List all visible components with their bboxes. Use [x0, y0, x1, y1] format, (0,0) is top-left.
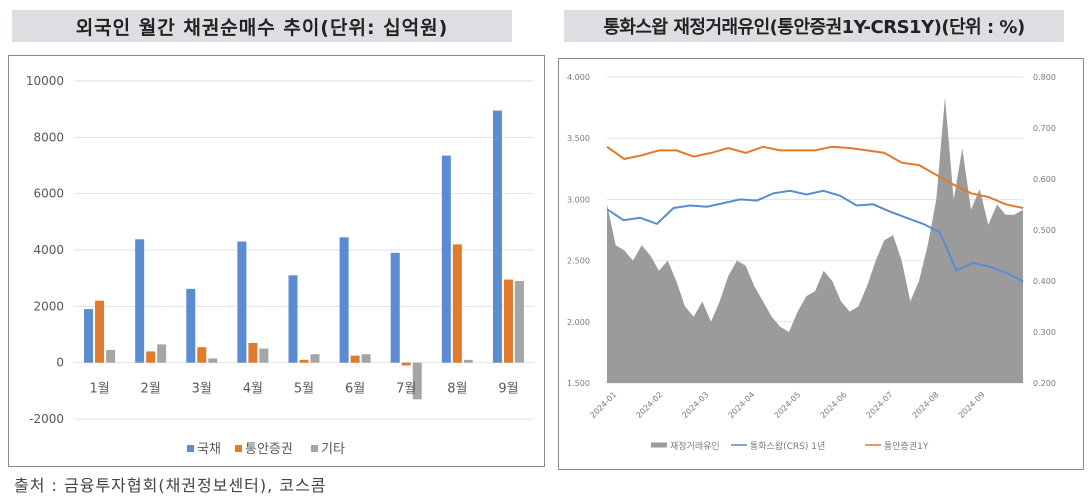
bar [208, 358, 218, 363]
bar [299, 359, 309, 363]
bar [503, 279, 513, 363]
y-tick-label: 6000 [33, 187, 64, 201]
legend-swatch-icon [731, 444, 747, 446]
y-right-tick-label: 0.200 [1033, 379, 1056, 388]
x-tick-label: 6월 [345, 382, 365, 397]
y-right-tick-label: 0.700 [1033, 124, 1056, 133]
bar [514, 280, 524, 363]
bar [186, 288, 196, 363]
bar [288, 275, 298, 363]
bar [248, 342, 258, 363]
bar [197, 347, 207, 363]
x-tick-label: 5월 [294, 382, 314, 397]
bar [259, 348, 269, 363]
bar-chart: 10000 8000 6000 4000 2000 0 -2000 1월 2월 3월 4월 5월 6월 7… [26, 74, 534, 457]
bar [401, 362, 411, 366]
x-tick-label: 2024-09 [957, 390, 987, 420]
bar-chart-panel: 10000 8000 6000 4000 2000 0 -2000 1월 2월 3월 4월 5월 6월 7… [8, 55, 545, 467]
bar [441, 155, 451, 363]
legend-label: 통화스왑(CRS) 1년 [750, 441, 825, 452]
y-tick-label: 0 [56, 356, 64, 370]
y-left-tick-label: 1.500 [567, 379, 590, 388]
bar [452, 244, 462, 363]
bar [135, 239, 145, 363]
bar [492, 110, 502, 363]
x-tick-label: 8월 [447, 382, 467, 397]
x-tick-label: 7월 [396, 382, 416, 397]
x-tick-label: 2024-05 [773, 390, 803, 420]
bar [157, 344, 167, 363]
legend-swatch-icon [651, 442, 667, 448]
bar [106, 349, 116, 363]
y-right-tick-label: 0.400 [1033, 277, 1056, 286]
left-chart-title: 외국인 월간 채권순매수 추이(단위: 십억원) [12, 10, 512, 42]
bar [95, 300, 105, 363]
y-tick-label: 10000 [26, 74, 64, 88]
bar [237, 241, 247, 363]
bar [146, 351, 156, 363]
bar [339, 237, 349, 363]
x-tick-label: 4월 [243, 382, 263, 397]
y-right-tick-label: 0.300 [1033, 328, 1056, 337]
line-chart-panel: 4.000 3.500 3.000 2.500 2.000 1.500 0.800 0.700… [558, 58, 1084, 470]
line-series [606, 145, 1024, 209]
area-series [607, 97, 1023, 384]
legend-swatch-icon [187, 445, 194, 452]
source-note: 출처 : 금융투자협회(채권정보센터), 코스콤 [14, 476, 327, 495]
x-tick-label: 2024-08 [911, 390, 941, 420]
x-tick-label: 9월 [498, 382, 518, 397]
legend-label: 기타 [321, 442, 345, 457]
bar [310, 354, 320, 363]
right-chart-title: 통화스왑 재정거래유인(통안증권1Y-CRS1Y)(단위 : %) [564, 10, 1064, 42]
y-left-tick-label: 2.000 [567, 318, 590, 327]
x-tick-label: 2024-01 [588, 390, 618, 420]
y-tick-label: 4000 [33, 243, 64, 257]
bar [350, 355, 360, 363]
y-tick-label: 8000 [33, 130, 64, 144]
legend-swatch-icon [235, 445, 242, 452]
x-tick-label: 2024-06 [819, 390, 849, 420]
bar [463, 359, 473, 363]
legend-swatch-icon [311, 445, 318, 452]
legend-label: 국채 [197, 442, 221, 457]
y-right-tick-label: 0.800 [1033, 73, 1056, 82]
x-tick-label: 1월 [89, 382, 109, 397]
y-right-tick-label: 0.600 [1033, 175, 1056, 184]
y-left-tick-label: 3.500 [567, 134, 590, 143]
legend-label: 재정거래유인 [670, 441, 720, 452]
y-tick-label: 2000 [33, 299, 64, 313]
x-tick-label: 2024-04 [727, 390, 757, 420]
y-left-tick-label: 2.500 [567, 257, 590, 266]
x-tick-label: 2024-03 [680, 390, 710, 420]
legend-label: 통안증권1Y [884, 440, 929, 452]
y-tick-label: -2000 [29, 412, 64, 426]
bar [84, 309, 94, 363]
bar [412, 362, 422, 400]
line-series [606, 189, 1024, 283]
x-tick-label: 2024-02 [634, 390, 664, 420]
x-tick-label: 2월 [141, 382, 161, 397]
legend-swatch-icon [865, 444, 881, 446]
y-left-tick-label: 4.000 [567, 73, 590, 82]
legend-label: 통안증권 [245, 442, 293, 457]
y-left-tick-label: 3.000 [567, 195, 590, 204]
line-area-chart: 4.000 3.500 3.000 2.500 2.000 1.500 0.800 0.700… [567, 73, 1056, 452]
x-tick-label: 3월 [192, 382, 212, 397]
bar [390, 252, 400, 363]
x-tick-label: 2024-07 [865, 390, 895, 420]
y-right-tick-label: 0.500 [1033, 226, 1056, 235]
bar [361, 354, 371, 363]
